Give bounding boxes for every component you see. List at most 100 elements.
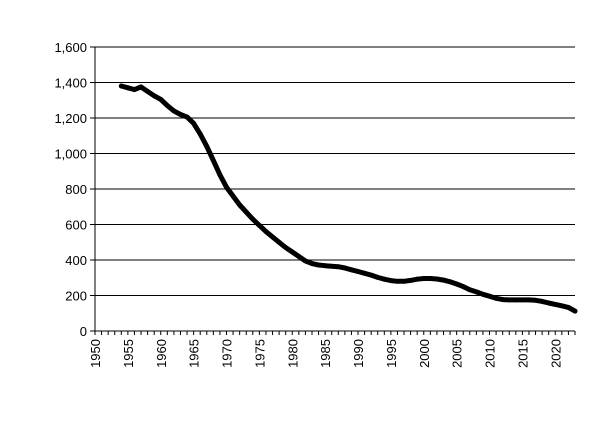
x-tick-label: 1975 bbox=[252, 339, 267, 368]
data-point bbox=[519, 297, 525, 303]
data-point bbox=[487, 293, 492, 299]
data-point bbox=[388, 278, 394, 283]
data-point bbox=[539, 298, 545, 304]
data-point bbox=[335, 264, 341, 270]
data-point bbox=[342, 265, 348, 271]
data-point bbox=[500, 297, 506, 302]
data-point bbox=[513, 297, 519, 303]
data-point bbox=[204, 144, 210, 149]
data-point bbox=[493, 295, 499, 301]
data-point bbox=[552, 301, 558, 307]
x-tick-label: 1990 bbox=[351, 339, 366, 368]
data-point bbox=[210, 158, 216, 164]
data-point bbox=[467, 287, 473, 293]
data-point bbox=[427, 276, 433, 281]
x-tick-label: 2005 bbox=[450, 339, 465, 368]
data-point bbox=[145, 88, 151, 94]
data-point bbox=[480, 291, 486, 297]
data-point bbox=[559, 303, 565, 309]
x-tick-label: 1965 bbox=[187, 339, 202, 368]
y-tick-label: 200 bbox=[65, 289, 87, 304]
data-point bbox=[566, 304, 571, 310]
x-axis: 1950 1955 1960 1965 1970 1975 1980 1985 1990 1995… bbox=[88, 330, 576, 368]
y-tick-label: 1,600 bbox=[54, 40, 87, 55]
x-tick-label: 1960 bbox=[154, 339, 169, 368]
data-point bbox=[533, 297, 538, 303]
y-tick-label: 1,400 bbox=[54, 76, 87, 91]
data-point bbox=[447, 279, 453, 285]
x-tick-label: 1980 bbox=[285, 339, 300, 368]
x-tick-label: 2020 bbox=[548, 339, 563, 368]
data-point bbox=[118, 83, 124, 89]
data-point bbox=[303, 258, 308, 264]
data-point bbox=[375, 274, 381, 280]
data-point bbox=[151, 93, 157, 99]
data-point bbox=[132, 87, 137, 92]
data-point bbox=[125, 85, 131, 91]
x-tick-label: 1970 bbox=[220, 339, 235, 368]
data-point bbox=[178, 112, 183, 117]
data-point bbox=[368, 272, 374, 278]
data-point bbox=[270, 234, 275, 240]
x-tick-label: 2000 bbox=[417, 339, 432, 368]
data-point bbox=[158, 96, 164, 102]
x-tick-label: 2010 bbox=[483, 339, 498, 368]
data-point bbox=[309, 261, 315, 266]
x-tick-label: 1955 bbox=[121, 339, 136, 368]
data-point bbox=[434, 276, 440, 282]
data-point bbox=[546, 300, 552, 306]
data-point bbox=[362, 270, 367, 276]
data-point bbox=[283, 245, 289, 250]
data-point bbox=[526, 297, 532, 303]
series-group bbox=[118, 83, 578, 314]
data-point bbox=[243, 209, 249, 215]
data-point bbox=[263, 229, 269, 235]
data-point bbox=[355, 269, 361, 274]
data-point bbox=[191, 120, 197, 126]
series-line-0 bbox=[118, 83, 578, 314]
x-tick-label: 2015 bbox=[515, 339, 530, 368]
data-point bbox=[441, 277, 446, 283]
y-axis: 0 200 400 600 800 1,000 1,200 1,400 1,600 bbox=[54, 40, 96, 339]
y-tick-label: 1,000 bbox=[54, 147, 87, 162]
data-point bbox=[572, 308, 578, 314]
data-point bbox=[237, 202, 243, 208]
data-point bbox=[197, 131, 203, 137]
x-tick-label: 1985 bbox=[318, 339, 333, 368]
y-tick-label: 800 bbox=[65, 182, 87, 197]
data-point bbox=[250, 216, 256, 222]
x-tick-label: 1995 bbox=[384, 339, 399, 368]
data-point bbox=[316, 262, 321, 268]
data-point bbox=[224, 184, 229, 190]
data-point bbox=[171, 108, 177, 114]
data-point bbox=[184, 114, 190, 120]
data-point bbox=[230, 193, 236, 199]
data-point bbox=[506, 297, 512, 303]
data-point bbox=[164, 103, 170, 108]
data-point bbox=[414, 276, 420, 282]
data-point bbox=[276, 239, 282, 245]
gridlines bbox=[95, 46, 575, 296]
data-point bbox=[322, 263, 328, 269]
x-tick-label: 1950 bbox=[88, 339, 103, 368]
data-point bbox=[349, 267, 354, 273]
data-point bbox=[296, 254, 302, 259]
data-point bbox=[217, 172, 223, 178]
y-tick-label: 0 bbox=[80, 324, 87, 339]
data-point bbox=[329, 263, 335, 269]
data-point bbox=[401, 278, 407, 284]
data-point bbox=[460, 284, 466, 290]
y-tick-label: 400 bbox=[65, 253, 87, 268]
data-point bbox=[421, 276, 427, 281]
data-point bbox=[381, 276, 387, 282]
y-tick-label: 600 bbox=[65, 218, 87, 233]
data-point bbox=[138, 84, 144, 90]
data-point bbox=[256, 222, 262, 228]
y-tick-label: 1,200 bbox=[54, 111, 87, 126]
data-point bbox=[454, 281, 460, 287]
data-point bbox=[289, 249, 295, 255]
data-point bbox=[395, 278, 400, 284]
data-point bbox=[473, 289, 479, 295]
data-point bbox=[408, 278, 414, 283]
